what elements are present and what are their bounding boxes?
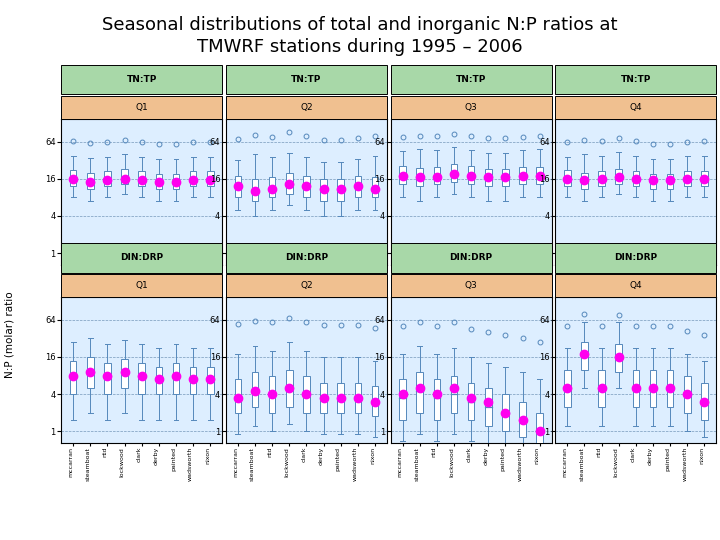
Bar xyxy=(87,173,94,189)
Bar xyxy=(667,174,673,189)
Bar xyxy=(598,369,605,407)
Text: DIN:DRP: DIN:DRP xyxy=(449,253,492,262)
Bar xyxy=(252,373,258,407)
Bar xyxy=(433,167,440,184)
Bar xyxy=(104,362,111,394)
Bar xyxy=(122,359,128,388)
Bar xyxy=(684,375,690,413)
Bar xyxy=(536,413,543,445)
Text: Q4: Q4 xyxy=(629,281,642,290)
Text: DIN:DRP: DIN:DRP xyxy=(614,253,657,262)
Bar xyxy=(649,369,656,407)
Bar xyxy=(598,172,605,186)
Bar xyxy=(502,169,509,186)
Bar xyxy=(519,167,526,184)
Bar xyxy=(286,173,292,194)
Bar xyxy=(320,383,327,413)
Bar xyxy=(190,172,197,186)
Bar xyxy=(433,379,440,421)
Bar xyxy=(416,373,423,413)
Bar xyxy=(207,172,214,186)
Text: TN:TP: TN:TP xyxy=(456,75,486,84)
Text: TN:TP: TN:TP xyxy=(127,75,157,84)
Bar xyxy=(70,361,76,394)
Bar xyxy=(502,394,509,431)
Bar xyxy=(138,172,145,186)
Text: TN:TP: TN:TP xyxy=(292,75,322,84)
Bar xyxy=(286,369,292,407)
Bar xyxy=(616,169,622,184)
Bar xyxy=(416,168,423,186)
Text: Seasonal distributions of total and inorganic N:P ratios at
TMWRF stations durin: Seasonal distributions of total and inor… xyxy=(102,16,618,56)
Bar xyxy=(338,179,344,201)
Bar xyxy=(485,388,492,427)
Bar xyxy=(173,362,179,394)
Bar xyxy=(701,172,708,186)
Bar xyxy=(338,383,344,413)
Bar xyxy=(355,383,361,413)
Text: N:P (molar) ratio: N:P (molar) ratio xyxy=(4,292,14,378)
Bar xyxy=(303,375,310,413)
Text: TN:TP: TN:TP xyxy=(621,75,651,84)
Bar xyxy=(355,176,361,197)
Bar xyxy=(468,383,474,421)
Text: Q3: Q3 xyxy=(465,103,477,112)
Bar xyxy=(235,176,241,197)
Bar xyxy=(252,179,258,201)
Bar xyxy=(138,362,145,394)
Bar xyxy=(616,344,622,373)
Bar xyxy=(400,166,406,184)
Bar xyxy=(564,369,570,407)
Bar xyxy=(320,179,327,201)
Bar xyxy=(485,169,492,186)
Bar xyxy=(536,167,543,184)
Text: Q1: Q1 xyxy=(135,281,148,290)
Bar xyxy=(190,367,197,394)
Bar xyxy=(684,172,690,186)
Bar xyxy=(519,402,526,437)
Bar xyxy=(633,172,639,186)
Bar xyxy=(122,169,128,184)
Text: Q1: Q1 xyxy=(135,103,148,112)
Bar xyxy=(581,342,588,369)
Bar xyxy=(400,379,406,421)
Bar xyxy=(269,177,276,197)
Bar xyxy=(156,174,162,189)
Bar xyxy=(451,375,457,413)
Bar xyxy=(372,177,378,197)
Text: Q3: Q3 xyxy=(465,281,477,290)
Bar xyxy=(87,357,94,388)
Bar xyxy=(235,379,241,413)
Bar xyxy=(633,369,639,407)
Text: Q2: Q2 xyxy=(300,281,312,290)
Bar xyxy=(173,174,179,189)
Bar xyxy=(104,172,111,186)
Bar xyxy=(468,166,474,184)
Text: DIN:DRP: DIN:DRP xyxy=(285,253,328,262)
Bar xyxy=(451,164,457,183)
Text: Q4: Q4 xyxy=(629,103,642,112)
Text: DIN:DRP: DIN:DRP xyxy=(120,253,163,262)
Text: Q2: Q2 xyxy=(300,103,312,112)
Bar xyxy=(701,383,708,421)
Bar xyxy=(156,367,162,394)
Bar xyxy=(303,176,310,197)
Bar xyxy=(649,174,656,189)
Bar xyxy=(667,369,673,407)
Bar xyxy=(581,173,588,189)
Bar xyxy=(207,367,214,394)
Bar xyxy=(70,170,76,186)
Bar xyxy=(372,386,378,415)
Bar xyxy=(564,170,570,186)
Bar xyxy=(269,375,276,413)
